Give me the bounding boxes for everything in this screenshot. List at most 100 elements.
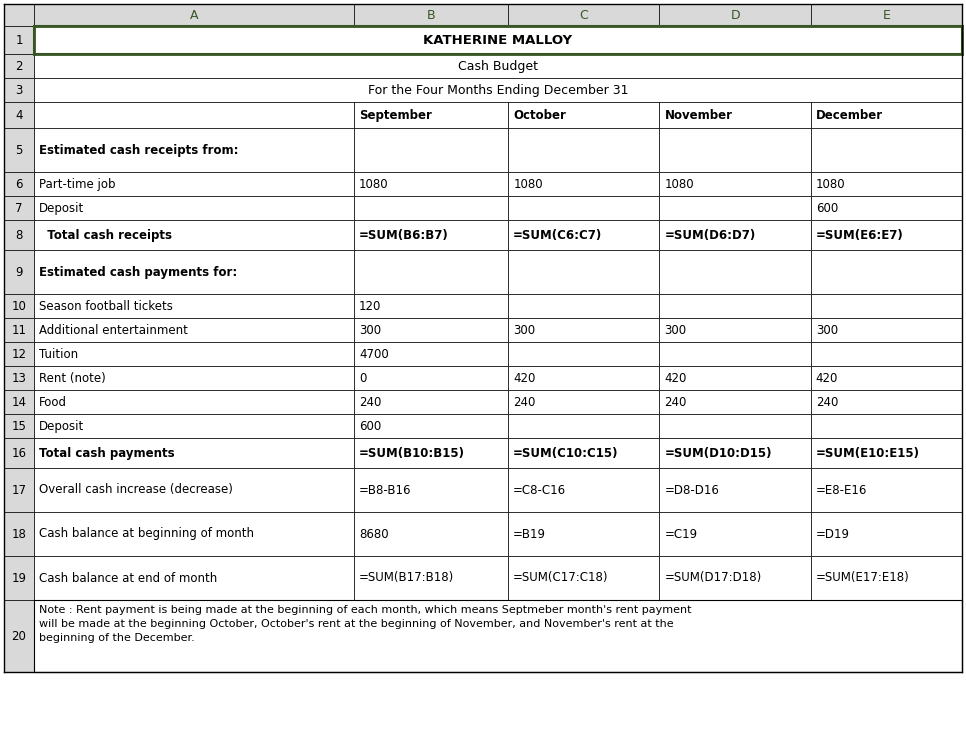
Bar	[34, 128, 355, 172]
Bar	[4, 102, 34, 128]
Bar	[34, 512, 355, 556]
Bar	[34, 318, 355, 342]
Bar	[810, 366, 962, 390]
Bar	[660, 414, 810, 438]
Bar	[660, 172, 810, 196]
Text: 600: 600	[359, 419, 382, 433]
Text: =SUM(B6:B7): =SUM(B6:B7)	[359, 228, 449, 242]
Text: Total cash receipts: Total cash receipts	[39, 228, 172, 242]
Bar	[810, 128, 962, 172]
Text: E: E	[882, 9, 891, 21]
Bar	[660, 128, 810, 172]
Bar	[34, 196, 355, 220]
Text: 1080: 1080	[359, 178, 388, 190]
Text: 420: 420	[513, 371, 535, 385]
Text: 8680: 8680	[359, 528, 388, 540]
Bar	[660, 102, 810, 128]
Bar	[34, 102, 355, 128]
Bar	[34, 250, 355, 294]
Text: Note : Rent payment is being made at the beginning of each month, which means Se: Note : Rent payment is being made at the…	[39, 605, 692, 615]
Bar	[34, 366, 355, 390]
Text: beginning of the December.: beginning of the December.	[39, 633, 195, 643]
Bar	[508, 4, 660, 26]
Text: =C8-C16: =C8-C16	[513, 483, 566, 497]
Bar	[34, 390, 355, 414]
Bar	[355, 512, 508, 556]
Text: =SUM(B17:B18): =SUM(B17:B18)	[359, 571, 454, 584]
Bar	[660, 4, 810, 26]
Bar	[355, 556, 508, 600]
Bar	[355, 294, 508, 318]
Bar	[4, 342, 34, 366]
Text: Rent (note): Rent (note)	[39, 371, 105, 385]
Bar	[810, 414, 962, 438]
Bar	[508, 220, 660, 250]
Bar	[4, 78, 34, 102]
Text: 1: 1	[15, 33, 23, 46]
Text: Additional entertainment: Additional entertainment	[39, 324, 187, 337]
Text: Deposit: Deposit	[39, 201, 84, 214]
Bar	[660, 438, 810, 468]
Text: 3: 3	[15, 83, 22, 97]
Bar	[810, 318, 962, 342]
Text: 240: 240	[513, 396, 535, 408]
Bar	[34, 342, 355, 366]
Text: 300: 300	[815, 324, 838, 337]
Bar	[660, 250, 810, 294]
Text: 300: 300	[665, 324, 687, 337]
Bar	[810, 196, 962, 220]
Bar	[355, 438, 508, 468]
Bar	[660, 220, 810, 250]
Bar	[34, 54, 962, 78]
Bar	[4, 556, 34, 600]
Text: Deposit: Deposit	[39, 419, 84, 433]
Bar	[508, 318, 660, 342]
Bar	[355, 196, 508, 220]
Bar	[355, 318, 508, 342]
Bar	[4, 196, 34, 220]
Text: 1080: 1080	[815, 178, 845, 190]
Bar	[34, 294, 355, 318]
Text: =SUM(C6:C7): =SUM(C6:C7)	[513, 228, 603, 242]
Text: 6: 6	[15, 178, 23, 190]
Bar	[508, 390, 660, 414]
Text: 120: 120	[359, 299, 382, 312]
Bar	[508, 342, 660, 366]
Text: 2: 2	[15, 60, 23, 72]
Text: 17: 17	[12, 483, 26, 497]
Bar	[355, 4, 508, 26]
Bar	[34, 4, 355, 26]
Bar	[34, 438, 355, 468]
Bar	[355, 172, 508, 196]
Bar	[810, 220, 962, 250]
Bar	[810, 294, 962, 318]
Text: =SUM(D6:D7): =SUM(D6:D7)	[665, 228, 755, 242]
Bar	[4, 366, 34, 390]
Bar	[355, 102, 508, 128]
Bar	[4, 468, 34, 512]
Bar	[508, 556, 660, 600]
Text: =C19: =C19	[665, 528, 697, 540]
Bar	[660, 318, 810, 342]
Text: Cash balance at end of month: Cash balance at end of month	[39, 571, 217, 584]
Bar	[508, 196, 660, 220]
Bar	[810, 556, 962, 600]
Text: 240: 240	[665, 396, 687, 408]
Text: =SUM(B10:B15): =SUM(B10:B15)	[359, 447, 466, 459]
Text: Overall cash increase (decrease): Overall cash increase (decrease)	[39, 483, 233, 497]
Text: October: October	[513, 108, 566, 122]
Text: 240: 240	[815, 396, 838, 408]
Text: Part-time job: Part-time job	[39, 178, 116, 190]
Bar	[355, 468, 508, 512]
Bar	[508, 468, 660, 512]
Text: 15: 15	[12, 419, 26, 433]
Bar	[4, 414, 34, 438]
Text: 16: 16	[12, 447, 26, 459]
Bar	[34, 556, 355, 600]
Bar	[660, 468, 810, 512]
Bar	[34, 600, 962, 672]
Text: 13: 13	[12, 371, 26, 385]
Bar	[355, 342, 508, 366]
Bar	[34, 78, 962, 102]
Bar	[810, 250, 962, 294]
